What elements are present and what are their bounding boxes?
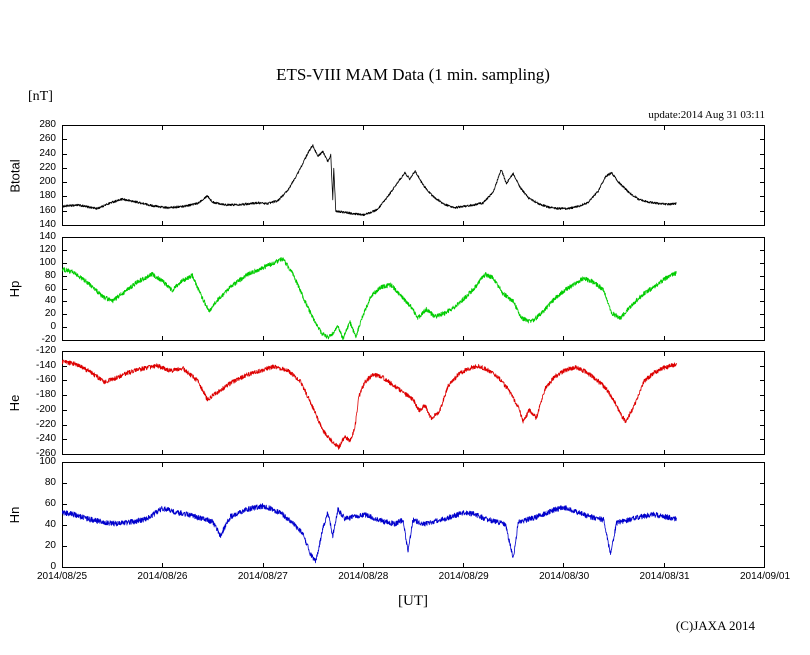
x-axis-title: [UT]	[398, 593, 428, 609]
panel-hp: Hp 140 120 100 80 60 40 20 0 -20	[0, 231, 810, 345]
y-units-label: [nT]	[28, 89, 53, 104]
x-tick-label: 2014/09/01	[739, 571, 791, 582]
panel-hn: Hn 100 80 60 40 20 0	[0, 456, 810, 572]
y-tick-label: -20	[41, 334, 56, 345]
y-tick-label: 280	[39, 119, 56, 130]
y-tick-label: -160	[35, 374, 56, 386]
x-tick-label: 2014/08/29	[438, 571, 489, 582]
plot-area-hp	[62, 237, 765, 341]
y-tick-label: 80	[44, 269, 56, 281]
y-tick-label: -180	[35, 389, 56, 401]
y-tick-label: 80	[44, 477, 56, 488]
plot-area-btotal	[62, 125, 765, 226]
y-tick-label: 100	[39, 256, 56, 268]
x-tick-label: 2014/08/25	[36, 571, 88, 582]
y-tick-label: 40	[44, 519, 56, 530]
y-tick-label: 220	[39, 161, 56, 173]
y-tick-label: 60	[44, 498, 56, 509]
y-tick-label: 140	[39, 231, 56, 242]
x-tick-label: 2014/08/26	[137, 571, 188, 582]
x-axis-tick-labels: 2014/08/25 2014/08/26 2014/08/27 2014/08/28…	[0, 571, 810, 585]
y-tick-label: 20	[44, 540, 56, 551]
y-tick-label: 0	[50, 321, 56, 333]
y-tick-label: 0	[50, 561, 56, 572]
y-tick-label: 260	[39, 133, 56, 145]
x-tick-label: 2014/08/28	[338, 571, 389, 582]
y-tick-label: -120	[35, 345, 56, 356]
y-tick-label: -140	[35, 359, 56, 371]
plot-area-hn	[62, 462, 765, 568]
y-tick-label: 240	[39, 147, 56, 159]
y-tick-label: 20	[44, 308, 56, 320]
y-tick-label: 160	[39, 204, 56, 216]
chart-title: ETS-VIII MAM Data (1 min. sampling)	[276, 65, 550, 84]
copyright: (C)JAXA 2014	[675, 618, 755, 633]
panel-btotal: Btotal 280 260 240 220 200 180 160 140	[0, 119, 810, 230]
y-tick-label: 120	[39, 243, 56, 255]
x-tick-label: 2014/08/31	[639, 571, 690, 582]
y-tick-label: 200	[39, 176, 56, 188]
x-tick-label: 2014/08/30	[539, 571, 590, 582]
y-tick-label: -220	[35, 418, 56, 430]
x-tick-label: 2014/08/27	[237, 571, 288, 582]
y-tick-label: -260	[35, 448, 56, 459]
y-tick-label: -240	[35, 433, 56, 445]
y-tick-label: 100	[39, 456, 56, 467]
y-tick-label: 60	[44, 282, 56, 294]
panel-he: He -120 -140 -160 -180 -200 -220 -240 -260	[0, 345, 810, 459]
y-tick-label: 180	[39, 190, 56, 202]
y-tick-label: -200	[35, 403, 56, 415]
plot-area-he	[62, 351, 765, 455]
update-timestamp: update:2014 Aug 31 03:11	[648, 109, 765, 121]
y-tick-label: 140	[39, 219, 56, 230]
y-tick-label: 40	[44, 295, 56, 307]
